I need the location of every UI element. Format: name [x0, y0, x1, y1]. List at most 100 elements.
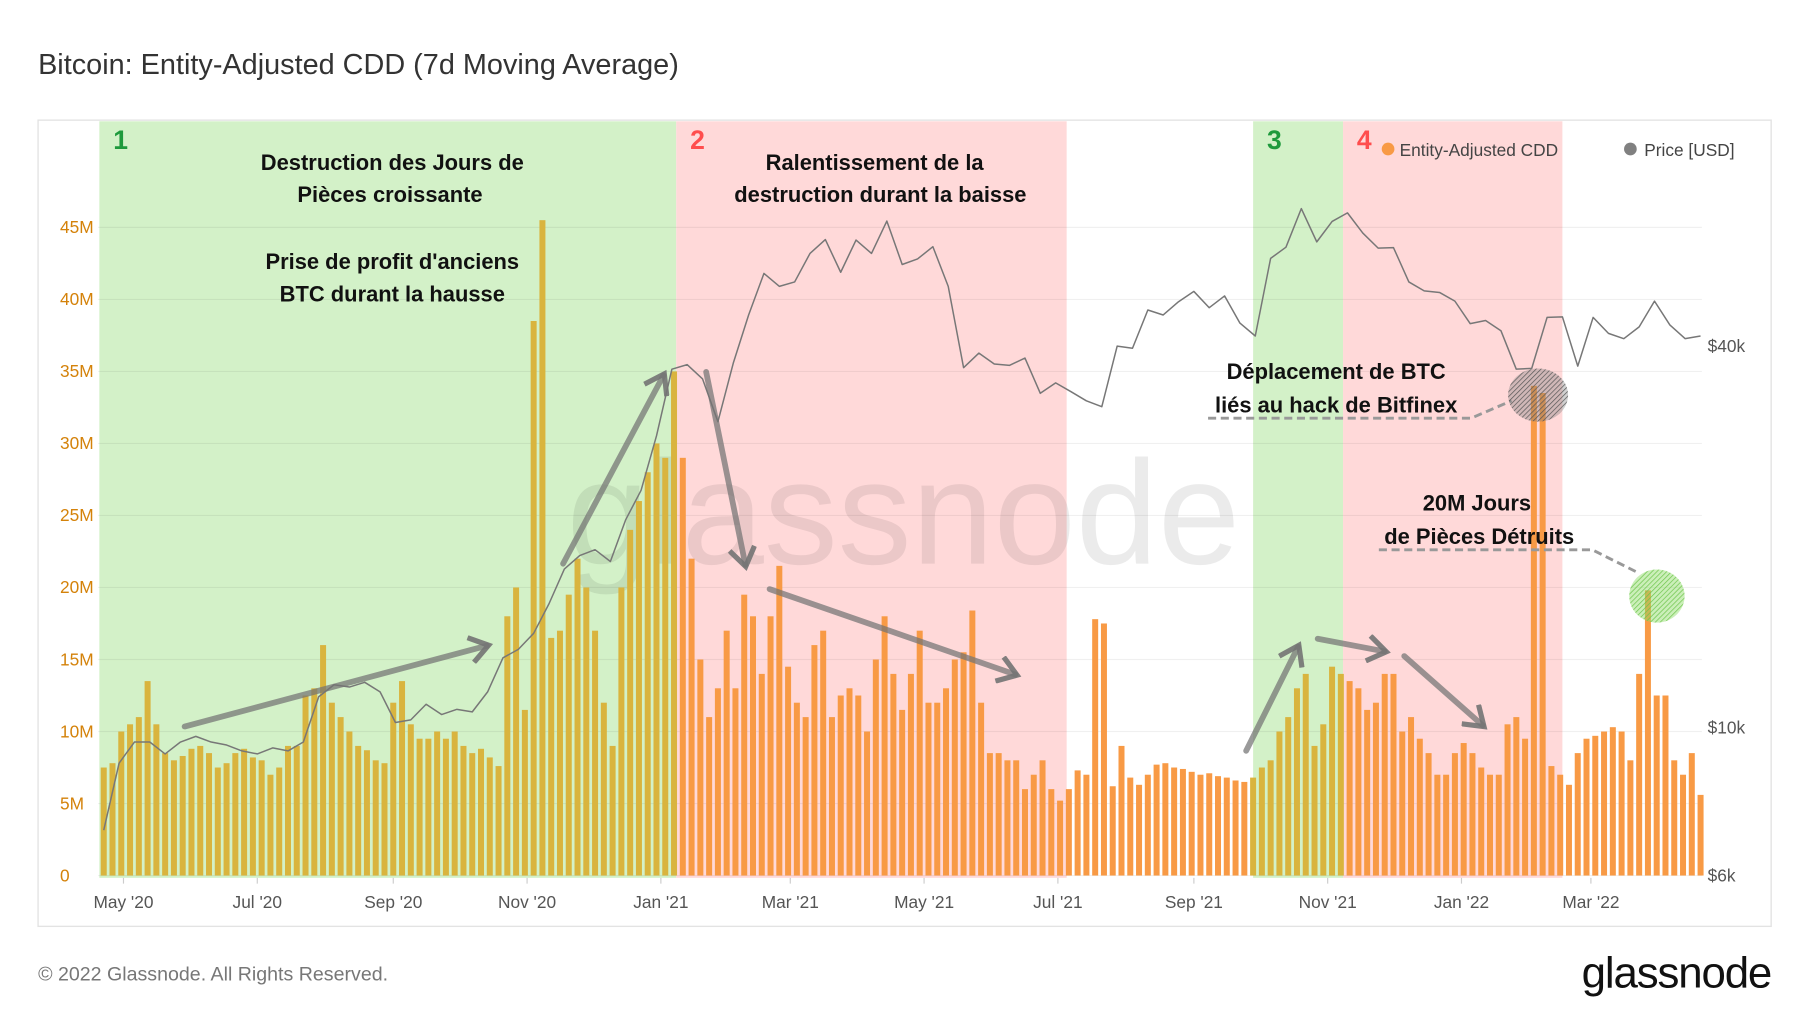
cdd-bar: [820, 630, 827, 876]
cdd-bar: [574, 558, 581, 876]
cdd-bar: [1583, 738, 1590, 876]
y-left-tick-label: 0: [60, 865, 70, 885]
cdd-bar: [1460, 743, 1467, 876]
x-tick-label: Mar '22: [1562, 892, 1619, 912]
cdd-bar: [583, 587, 590, 876]
dashed-leader: [1208, 399, 1513, 420]
y-left-tick-label: 10M: [60, 721, 94, 741]
x-tick-label: Jul '20: [233, 892, 282, 912]
cdd-bar: [346, 731, 353, 876]
annotation-destroyed-line2: de Pièces Détruits: [1384, 524, 1574, 549]
cdd-bar: [1109, 786, 1116, 876]
cdd-bar: [846, 688, 853, 876]
cdd-bar: [960, 652, 967, 876]
cdd-bar: [855, 695, 862, 876]
cdd-bar: [951, 659, 958, 876]
cdd-bar: [170, 760, 177, 876]
cdd-bar: [442, 738, 449, 876]
cdd-bar: [1144, 774, 1151, 876]
cdd-bar: [1100, 623, 1107, 876]
cdd-bar: [1329, 666, 1336, 876]
cdd-bar: [407, 724, 414, 876]
cdd-bar: [653, 443, 660, 876]
cdd-bar: [1627, 760, 1634, 876]
arrow-icon: [181, 646, 487, 730]
cdd-bar: [320, 645, 327, 876]
cdd-bar: [1004, 760, 1011, 876]
cdd-bars: [100, 220, 1704, 876]
cdd-bar: [758, 673, 765, 876]
legend: Entity-Adjusted CDD Price [USD]: [1381, 140, 1735, 160]
cdd-bar: [469, 753, 476, 876]
cdd-bar: [1074, 770, 1081, 876]
cdd-bar: [1136, 784, 1143, 876]
cdd-bar: [1206, 773, 1213, 876]
glassnode-logo[interactable]: glassnode: [1582, 949, 1773, 998]
cdd-bar: [1609, 727, 1616, 876]
cdd-bar: [802, 717, 809, 876]
cdd-bar: [1320, 724, 1327, 876]
cdd-bar: [1688, 753, 1695, 876]
y-left-tick-label: 25M: [60, 505, 94, 525]
x-tick-label: Sep '20: [364, 892, 422, 912]
legend-item-cdd[interactable]: Entity-Adjusted CDD: [1381, 140, 1558, 160]
annotation-slowdown-line1: Ralentissement de la: [766, 150, 985, 175]
cdd-bar: [1416, 738, 1423, 876]
cdd-bar: [153, 724, 160, 876]
chart-title: Bitcoin: Entity-Adjusted CDD (7d Moving …: [38, 49, 679, 81]
cdd-bar: [372, 760, 379, 876]
x-tick-label: Nov '20: [498, 892, 556, 912]
cdd-bar: [1539, 393, 1546, 876]
cdd-bar: [390, 702, 397, 876]
cdd-bar: [767, 616, 774, 876]
cdd-bar: [1530, 385, 1537, 876]
x-tick-label: Jan '21: [633, 892, 688, 912]
cdd-bar: [1127, 777, 1134, 876]
cdd-bar: [916, 630, 923, 876]
y-left-tick-label: 35M: [60, 361, 94, 381]
cdd-bar: [907, 673, 914, 876]
cdd-bar: [592, 630, 599, 876]
legend-label-price: Price [USD]: [1644, 140, 1734, 160]
cdd-bar: [618, 587, 625, 876]
cdd-bar: [1399, 731, 1406, 876]
cdd-bar: [486, 757, 493, 876]
cdd-bar: [872, 659, 879, 876]
y-left-tick-label: 5M: [60, 793, 84, 813]
cdd-bar: [644, 472, 651, 876]
cdd-bar: [688, 558, 695, 876]
cdd-bar: [1434, 774, 1441, 876]
y-right-tick-label: $6k: [1708, 865, 1736, 885]
arrow-icon: [703, 369, 745, 565]
annotation-destroyed-line1: 20M Jours: [1423, 491, 1531, 516]
cdd-bar: [302, 695, 309, 876]
cdd-bar: [1118, 745, 1125, 876]
cdd-bar: [1188, 771, 1195, 876]
bitfinex-highlight-circle: [1508, 368, 1569, 422]
cdd-bar: [249, 757, 256, 876]
cdd-bar: [793, 702, 800, 876]
cdd-bar: [1048, 789, 1055, 876]
cdd-bar: [1557, 774, 1564, 876]
region-number-4: 4: [1357, 125, 1372, 155]
cdd-bar: [1372, 702, 1379, 876]
x-tick-label: Sep '21: [1165, 892, 1223, 912]
cdd-bar: [1408, 717, 1415, 876]
cdd-bar: [337, 717, 344, 876]
y-left-tick-label: 40M: [60, 289, 94, 309]
cdd-bar: [1644, 590, 1651, 876]
cdd-bar: [495, 766, 502, 876]
legend-item-price[interactable]: Price [USD]: [1624, 140, 1735, 160]
cdd-bar: [1381, 673, 1388, 876]
cdd-bar: [1197, 774, 1204, 876]
cdd-bar: [1267, 760, 1274, 876]
arrow-icon: [560, 375, 663, 567]
cdd-bar: [460, 745, 467, 876]
cdd-bar: [179, 755, 186, 876]
cdd-bar: [258, 760, 265, 876]
cdd-bar: [1083, 774, 1090, 876]
x-tick-label: Jan '22: [1434, 892, 1489, 912]
y-left-tick-label: 45M: [60, 217, 94, 237]
cdd-bar: [232, 753, 239, 876]
cdd-bar: [749, 616, 756, 876]
